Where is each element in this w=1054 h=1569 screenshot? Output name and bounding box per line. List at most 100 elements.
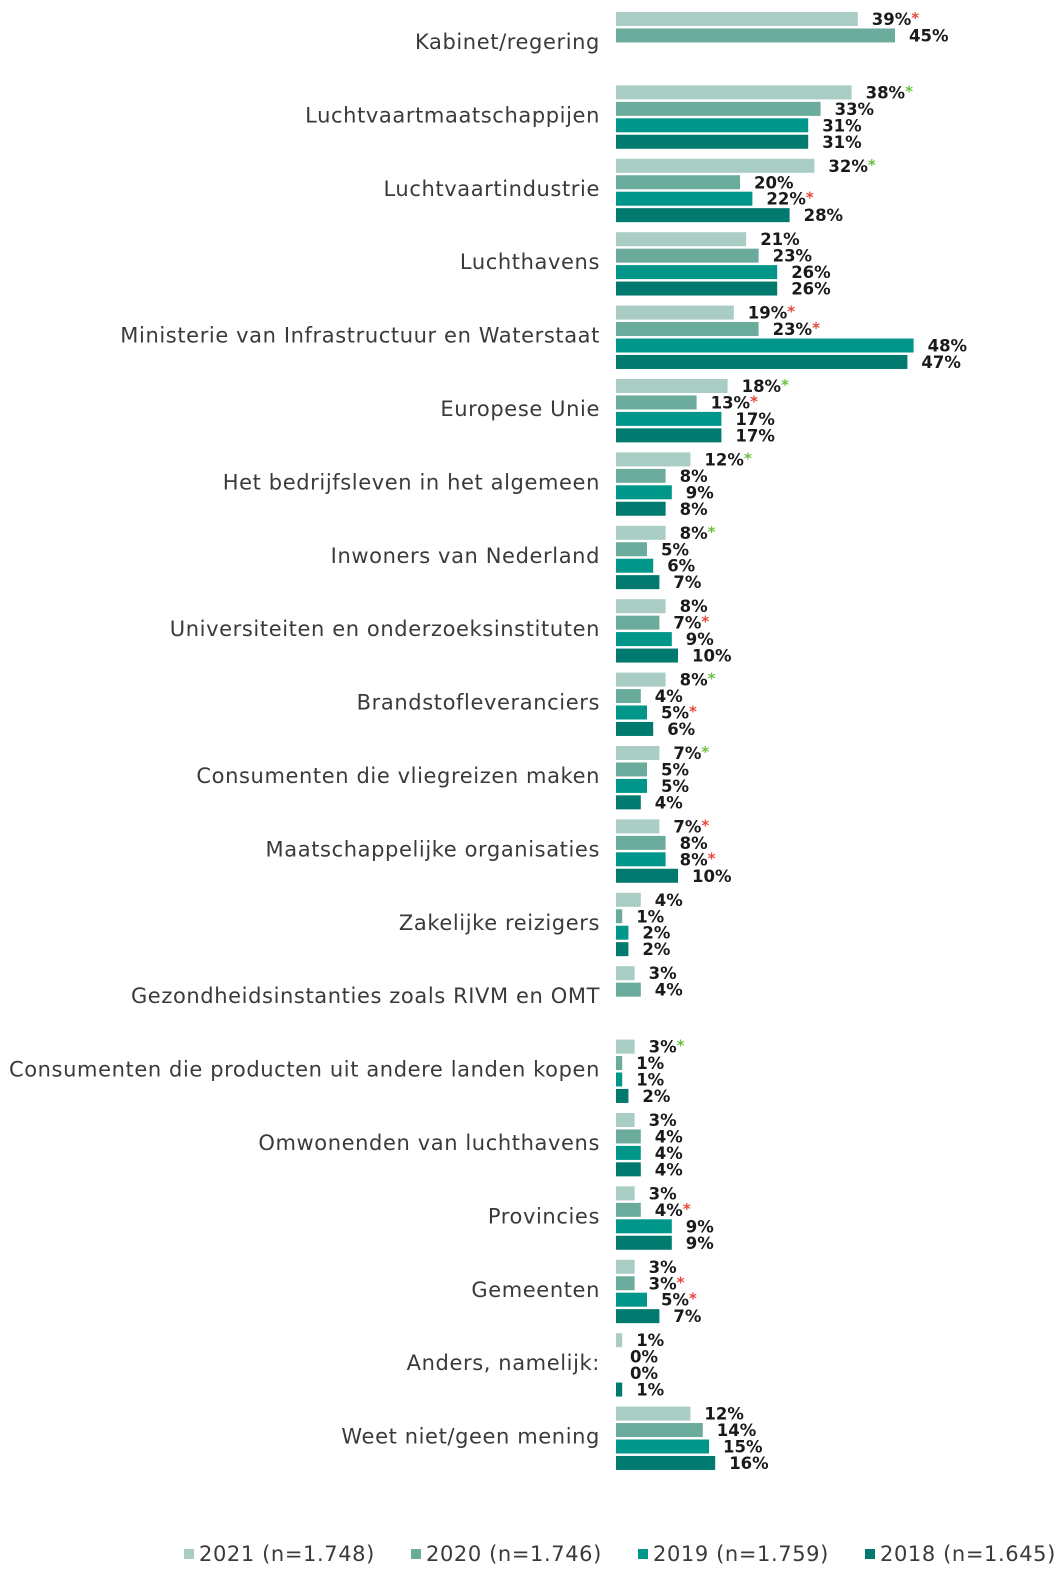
bar: [616, 134, 809, 149]
value-text: 8%: [680, 670, 708, 689]
value-label: 1%: [636, 907, 664, 926]
bar: [616, 411, 722, 426]
value-label: 10%: [692, 866, 732, 885]
value-text: 4%: [655, 1200, 683, 1219]
value-text: 14%: [717, 1421, 757, 1440]
value-label: 5%: [661, 540, 689, 559]
value-label: 3%: [649, 1184, 677, 1203]
value-label: 39%*: [872, 9, 920, 29]
value-label: 1%: [636, 1054, 664, 1073]
value-text: 13%: [711, 393, 751, 412]
value-text: 6%: [667, 556, 695, 575]
bar: [616, 575, 660, 590]
value-text: 1%: [636, 1331, 664, 1350]
category-label: Consumenten die producten uit andere lan…: [9, 1058, 600, 1082]
value-label: 21%: [760, 230, 800, 249]
value-label: 8%*: [680, 849, 716, 869]
significance-asterisk: *: [812, 319, 820, 337]
value-text: 1%: [636, 1380, 664, 1399]
bar: [616, 705, 647, 720]
value-text: 26%: [791, 279, 831, 298]
bar: [616, 778, 647, 793]
value-label: 7%*: [673, 816, 709, 836]
value-text: 31%: [822, 116, 862, 135]
bar: [616, 158, 815, 173]
value-label: 8%: [680, 833, 708, 852]
value-text: 26%: [791, 263, 831, 282]
value-text: 12%: [704, 1404, 744, 1423]
significance-asterisk: *: [744, 449, 752, 467]
value-text: 10%: [692, 866, 732, 885]
value-text: 20%: [754, 173, 794, 192]
value-text: 32%: [828, 156, 868, 175]
category-label: Anders, namelijk:: [407, 1351, 600, 1375]
value-text: 45%: [909, 26, 949, 45]
bar: [616, 1259, 635, 1274]
bar: [616, 1113, 635, 1127]
value-text: 1%: [636, 907, 664, 926]
legend-marker: [411, 1549, 421, 1559]
bar: [616, 1406, 691, 1421]
value-label: 16%: [729, 1453, 769, 1472]
value-label: 4%: [655, 793, 683, 812]
value-label: 8%: [680, 499, 708, 518]
category-label: Zakelijke reizigers: [399, 911, 600, 935]
value-text: 5%: [661, 1290, 689, 1309]
legend-marker: [638, 1549, 648, 1559]
significance-asterisk: *: [708, 522, 716, 540]
value-label: 7%*: [673, 612, 709, 632]
value-text: 1%: [636, 1070, 664, 1089]
value-text: 0%: [630, 1364, 658, 1383]
bar: [616, 525, 666, 540]
bar: [616, 762, 647, 777]
value-label: 8%*: [680, 522, 716, 542]
value-label: 38%*: [866, 82, 914, 102]
value-text: 23%: [773, 246, 813, 265]
value-label: 9%: [686, 630, 714, 649]
value-label: 17%: [735, 426, 775, 445]
value-label: 8%: [680, 597, 708, 616]
value-label: 13%*: [711, 392, 759, 412]
legend-marker: [865, 1549, 875, 1559]
value-text: 2%: [642, 940, 670, 959]
value-label: 1%: [636, 1380, 664, 1399]
value-text: 3%: [649, 1111, 677, 1130]
value-text: 4%: [655, 1143, 683, 1162]
bar: [616, 1088, 629, 1103]
bar: [616, 175, 740, 190]
value-label: 9%: [686, 1217, 714, 1236]
value-text: 2%: [642, 1086, 670, 1105]
significance-asterisk: *: [781, 376, 789, 394]
value-label: 5%: [661, 776, 689, 795]
bar: [616, 354, 908, 369]
value-text: 39%: [872, 10, 912, 29]
value-label: 28%: [804, 206, 844, 225]
value-label: 26%: [791, 263, 831, 282]
value-label: 47%: [921, 352, 961, 371]
bar: [616, 1423, 703, 1438]
bar: [616, 1072, 623, 1087]
bar: [616, 1292, 647, 1307]
value-text: 4%: [655, 980, 683, 999]
value-label: 26%: [791, 279, 831, 298]
category-label: Ministerie van Infrastructuur en Waterst…: [120, 324, 600, 348]
category-label: Weet niet/geen mening: [341, 1425, 600, 1449]
value-text: 48%: [928, 336, 968, 355]
value-label: 4%: [655, 1127, 683, 1146]
value-label: 19%*: [748, 302, 796, 322]
value-text: 12%: [704, 450, 744, 469]
value-text: 7%: [673, 817, 701, 836]
value-text: 9%: [686, 483, 714, 502]
value-text: 28%: [804, 206, 844, 225]
significance-asterisk: *: [787, 302, 795, 320]
category-label: Brandstofleveranciers: [357, 691, 600, 715]
bar: [616, 232, 747, 247]
bar: [616, 1039, 635, 1054]
category-label: Gemeenten: [471, 1278, 600, 1302]
value-label: 7%: [673, 573, 701, 592]
bar: [616, 746, 660, 760]
bar: [616, 819, 660, 834]
value-text: 8%: [680, 499, 708, 518]
category-label: Inwoners van Nederland: [331, 544, 600, 568]
category-label: Luchtvaartindustrie: [383, 177, 600, 201]
